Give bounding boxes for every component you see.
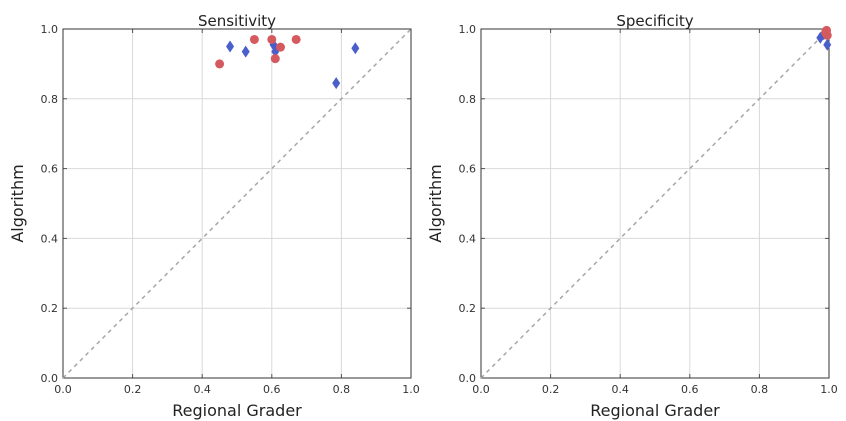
- diamond-point: [351, 42, 360, 55]
- y-tick-label: 0.4: [41, 232, 59, 245]
- circle-point: [249, 34, 259, 44]
- y-tick-label: 1.0: [459, 23, 477, 36]
- plot-title: Specificity: [616, 12, 693, 30]
- diamond-point: [816, 31, 825, 44]
- circle-point: [291, 34, 301, 44]
- y-tick-label: 0.0: [459, 372, 477, 385]
- identity-reference-line: [480, 28, 830, 379]
- y-axis-label: Algorithm: [8, 164, 27, 242]
- plot-frame: [62, 28, 412, 379]
- x-tick-label: 1.0: [820, 383, 838, 396]
- x-axis-label: Regional Grader: [590, 401, 720, 420]
- diamond-point: [226, 40, 235, 53]
- y-tick-label: 0.6: [41, 163, 59, 176]
- x-tick-label: 0.8: [751, 383, 769, 396]
- sensitivity-plot: 0.0 0.2 0.4 0.6 0.8 1.0 0.0 0.2 0.4 0.6 0.8 1.0 Sens…: [8, 12, 420, 420]
- y-tick-label: 0.0: [41, 372, 59, 385]
- x-tick-label: 0.0: [54, 383, 72, 396]
- diamond-point: [823, 38, 832, 51]
- y-tick-label: 0.8: [459, 93, 477, 106]
- y-tick-label: 0.8: [41, 93, 59, 106]
- identity-reference-line: [62, 28, 412, 379]
- circle-point: [822, 25, 832, 35]
- x-tick-label: 1.0: [402, 383, 420, 396]
- y-tick-label: 0.6: [459, 163, 477, 176]
- y-tick-label: 1.0: [41, 23, 59, 36]
- x-tick-label: 0.2: [124, 383, 142, 396]
- circle-point: [276, 42, 285, 52]
- circle-point: [267, 34, 277, 44]
- circle-point: [215, 59, 225, 69]
- circle-point: [270, 54, 280, 64]
- x-axis-label: Regional Grader: [172, 401, 302, 420]
- x-tick-label: 0.4: [611, 383, 629, 396]
- y-axis-label: Algorithm: [426, 164, 445, 242]
- y-tick-label: 0.4: [459, 232, 477, 245]
- specificity-plot: 0.0 0.2 0.4 0.6 0.8 1.0 0.0 0.2 0.4 0.6 0.8 1.0 Spec…: [426, 12, 838, 420]
- plot-frame: [480, 28, 830, 379]
- x-tick-label: 0.2: [542, 383, 560, 396]
- x-tick-label: 0.4: [193, 383, 211, 396]
- x-tick-label: 0.8: [333, 383, 351, 396]
- diamond-point: [332, 77, 341, 90]
- plot-title: Sensitivity: [198, 12, 276, 30]
- y-tick-label: 0.2: [41, 302, 59, 315]
- diamond-point: [241, 45, 250, 58]
- x-tick-label: 0.6: [681, 383, 699, 396]
- x-tick-label: 0.0: [472, 383, 490, 396]
- y-tick-label: 0.2: [459, 302, 477, 315]
- x-tick-label: 0.6: [263, 383, 281, 396]
